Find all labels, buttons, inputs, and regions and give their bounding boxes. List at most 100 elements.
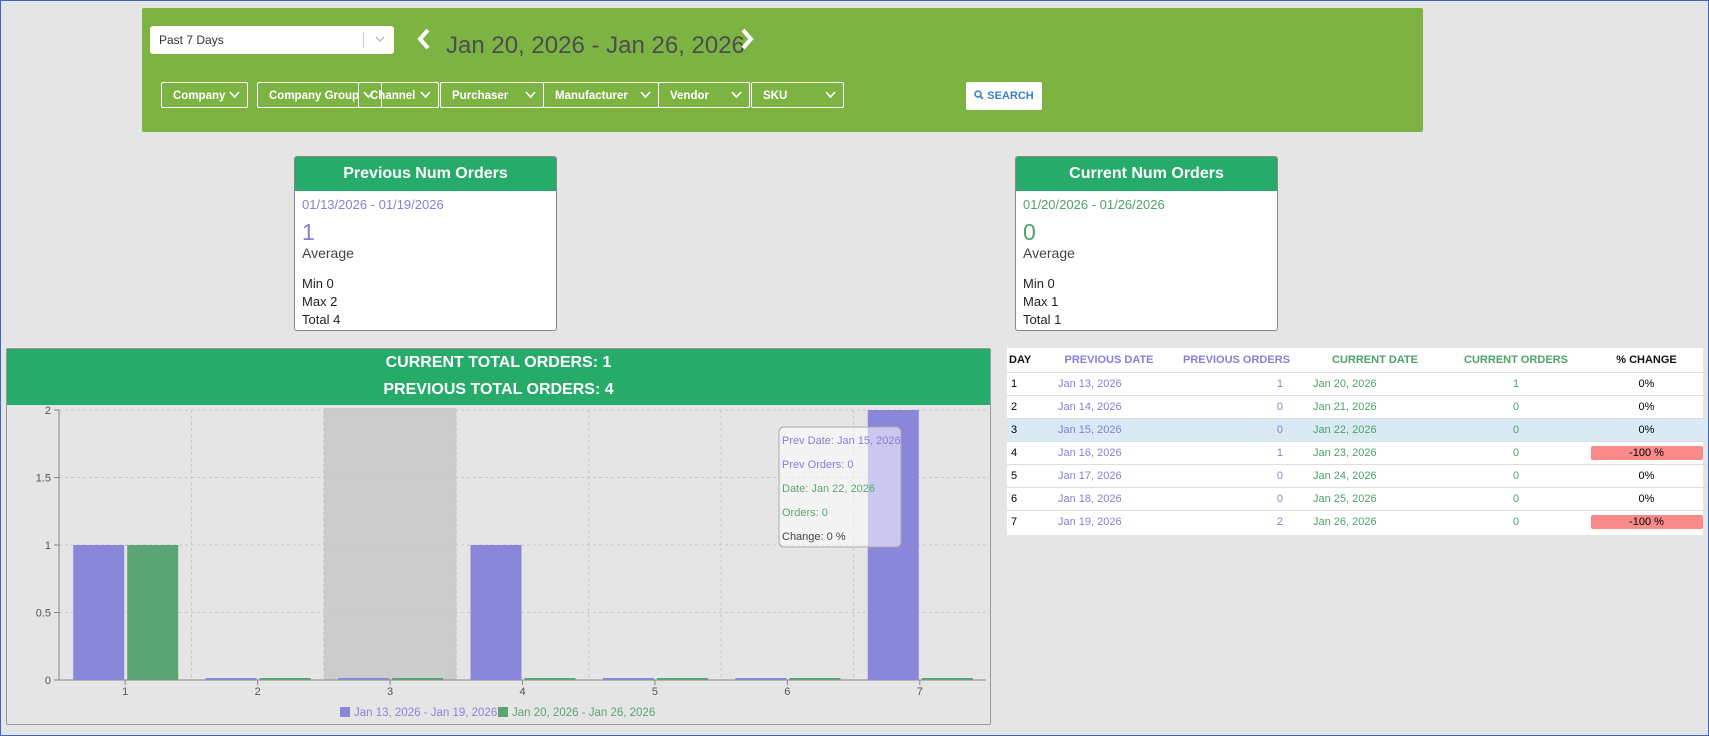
header-row: DAYPREVIOUS DATEPREVIOUS ORDERSCURRENT D…	[1007, 348, 1708, 373]
table-cell: Jan 16, 2026	[1048, 442, 1170, 465]
dropdown-caret	[731, 91, 742, 99]
table-cell: 0	[1447, 488, 1585, 511]
bar	[471, 545, 522, 680]
table-row: 2Jan 14, 20260Jan 21, 202600%	[1007, 396, 1708, 419]
legend-swatch	[498, 707, 508, 717]
y-tick-label: 0	[45, 675, 51, 687]
table-cell: Jan 21, 2026	[1303, 396, 1447, 419]
tooltip-line: Orders: 0	[782, 507, 828, 519]
table-row: 1Jan 13, 20261Jan 20, 202610%	[1007, 373, 1708, 396]
change-badge: -100 %	[1591, 515, 1703, 529]
table-cell: 7	[1007, 511, 1048, 534]
filter-dropdown[interactable]: Channel	[358, 82, 439, 108]
table-cell: Jan 18, 2026	[1048, 488, 1170, 511]
chart: 00.511.521234567Prev Date: Jan 15, 2026P…	[7, 405, 990, 724]
card-stat: Max 1	[1023, 294, 1058, 309]
bar	[127, 545, 178, 680]
filter-dropdown[interactable]: Manufacturer	[543, 82, 659, 108]
hover-band	[324, 408, 456, 680]
table-cell: 0	[1170, 465, 1303, 488]
dropdown-caret	[825, 91, 836, 99]
card-title: Previous Num Orders	[295, 157, 556, 191]
table-cell: 1	[1447, 373, 1585, 396]
legend-swatch	[340, 707, 350, 717]
dropdown-label: Channel	[370, 90, 415, 102]
table-cell: 0	[1170, 419, 1303, 442]
filter-dropdown[interactable]: Company	[161, 82, 248, 108]
table-cell: 4	[1007, 442, 1048, 465]
prev-arrow[interactable]	[417, 28, 431, 50]
table-cell: Jan 26, 2026	[1303, 511, 1447, 534]
card-stat: Total 4	[302, 312, 340, 327]
table-cell: -100 %	[1585, 442, 1708, 465]
x-tick-label: 1	[122, 686, 128, 698]
column-header: % CHANGE	[1585, 348, 1708, 373]
search-button[interactable]: SEARCH	[966, 82, 1042, 110]
x-tick-label: 2	[255, 686, 261, 698]
table-cell: Jan 13, 2026	[1048, 373, 1170, 396]
table-cell: 1	[1170, 373, 1303, 396]
orders-table: DAYPREVIOUS DATEPREVIOUS ORDERSCURRENT D…	[1007, 348, 1703, 535]
table-cell: 0%	[1585, 373, 1708, 396]
card-title: Current Num Orders	[1016, 157, 1277, 191]
filter-dropdown[interactable]: SKU	[751, 82, 844, 108]
card-dates: 01/20/2026 - 01/26/2026	[1023, 197, 1165, 212]
card-stat: Min 0	[1023, 276, 1055, 291]
x-tick-label: 6	[784, 686, 790, 698]
table-cell: Jan 17, 2026	[1048, 465, 1170, 488]
dropdown-caret	[420, 91, 431, 99]
next-arrow[interactable]	[740, 28, 754, 50]
table-cell: 0	[1447, 396, 1585, 419]
card-caption: Average	[1023, 245, 1075, 261]
dropdown-label: Company	[173, 90, 225, 102]
bar	[338, 678, 389, 680]
legend-label: Jan 20, 2026 - Jan 26, 2026	[512, 707, 655, 719]
table-cell: 0%	[1585, 488, 1708, 511]
card-value: 1	[302, 219, 315, 246]
table-cell: 0%	[1585, 419, 1708, 442]
table-cell: 0%	[1585, 396, 1708, 419]
table-cell: Jan 23, 2026	[1303, 442, 1447, 465]
table-cell: Jan 14, 2026	[1048, 396, 1170, 419]
table-cell: 1	[1007, 373, 1048, 396]
x-tick-label: 3	[387, 686, 393, 698]
filter-dropdown[interactable]: Purchaser	[440, 82, 544, 108]
dropdown-caret	[229, 91, 240, 99]
bar	[603, 678, 654, 680]
table-row: 3Jan 15, 20260Jan 22, 202600%	[1007, 419, 1708, 442]
x-tick-label: 4	[519, 686, 525, 698]
bar	[525, 678, 576, 680]
bar	[260, 678, 311, 680]
bar	[789, 678, 840, 680]
chart-subtitle: PREVIOUS TOTAL ORDERS: 4	[7, 372, 990, 399]
card-value: 0	[1023, 219, 1036, 246]
filter-dropdown[interactable]: Vendor	[658, 82, 750, 108]
table-cell: -100 %	[1585, 511, 1708, 534]
summary-card: Current Num Orders 01/20/2026 - 01/26/202…	[1015, 156, 1278, 331]
tooltip: Prev Date: Jan 15, 2026Prev Orders: 0Dat…	[779, 427, 901, 547]
table-row: 7Jan 19, 20262Jan 26, 20260-100 %	[1007, 511, 1708, 534]
table-cell: 3	[1007, 419, 1048, 442]
table: DAYPREVIOUS DATEPREVIOUS ORDERSCURRENT D…	[1007, 348, 1708, 533]
filter-bar: Past 7 Days Jan 20, 2026 - Jan 26, 2026 …	[142, 8, 1423, 132]
column-header: PREVIOUS ORDERS	[1170, 348, 1303, 373]
tooltip-line: Prev Orders: 0	[782, 459, 854, 471]
summary-card: Previous Num Orders01/13/2026 - 01/19/20…	[294, 156, 557, 331]
dropdown-label: Purchaser	[452, 90, 508, 102]
bar	[206, 678, 257, 680]
y-tick-label: 1	[45, 540, 51, 552]
chart-header: CURRENT TOTAL ORDERS: 1 PREVIOUS TOTAL O…	[7, 349, 990, 405]
table-cell: 0	[1447, 442, 1585, 465]
range-value: Past 7 Days	[159, 33, 224, 47]
x-tick-label: 7	[917, 686, 923, 698]
table-cell: 0%	[1585, 465, 1708, 488]
change-badge: -100 %	[1591, 446, 1703, 460]
card-stat: Min 0	[302, 276, 334, 291]
range-select[interactable]: Past 7 Days	[150, 26, 394, 54]
chart-title: CURRENT TOTAL ORDERS: 1	[7, 349, 990, 372]
table-row: 5Jan 17, 20260Jan 24, 202600%	[1007, 465, 1708, 488]
dropdown-label: Company Group	[269, 90, 359, 102]
column-header: CURRENT DATE	[1303, 348, 1447, 373]
card-stat: Total 1	[1023, 312, 1061, 327]
x-tick-label: 5	[652, 686, 658, 698]
